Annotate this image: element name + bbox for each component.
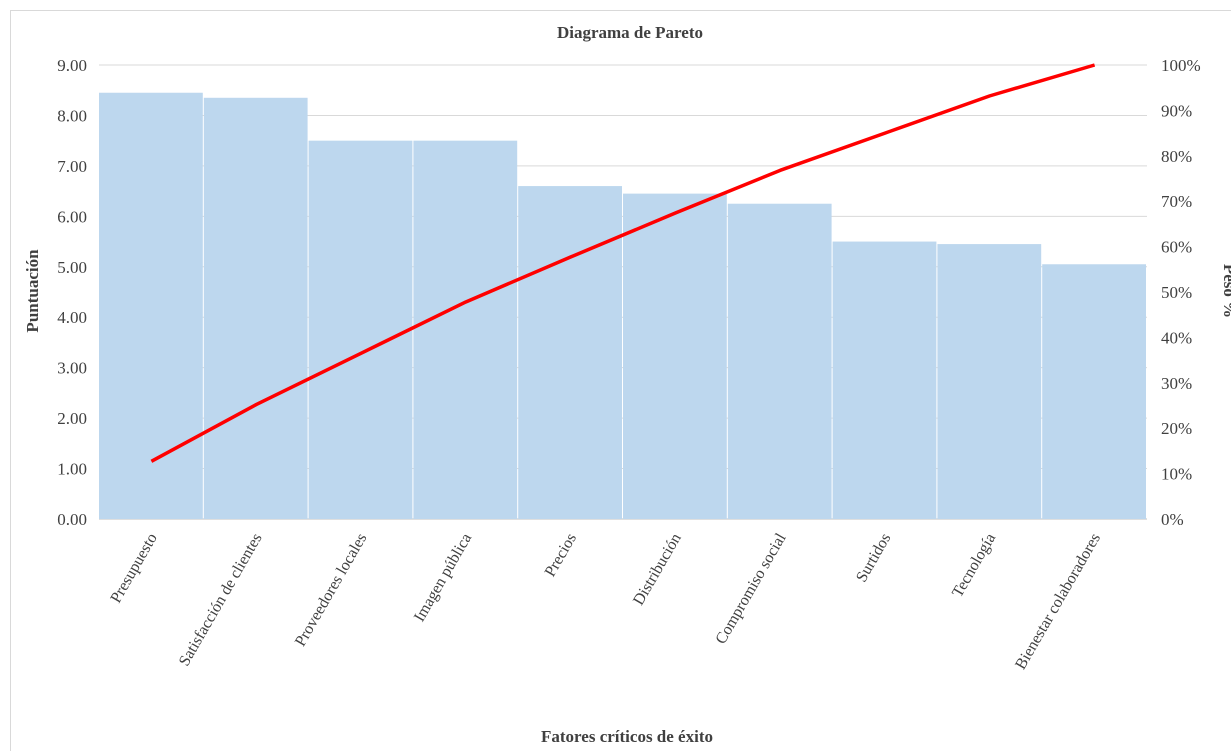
x-tick-label: Presupuesto <box>107 531 160 606</box>
cumulative-line <box>150 63 1096 463</box>
cumulative-line-path <box>150 63 1096 463</box>
x-axis-label: Fatores críticos de éxito <box>541 727 713 746</box>
chart-title: Diagrama de Pareto <box>557 23 703 42</box>
y2-tick-label: 30% <box>1161 374 1192 393</box>
bar <box>623 193 727 519</box>
bar <box>413 140 518 519</box>
y-tick-label: 8.00 <box>57 106 87 125</box>
y2-tick-label: 0% <box>1161 510 1184 529</box>
y2-tick-label: 40% <box>1161 328 1192 347</box>
y2-tick-label: 80% <box>1161 147 1192 166</box>
y-tick-label: 3.00 <box>57 359 87 378</box>
y-tick-label: 0.00 <box>57 510 87 529</box>
y2-tick-label: 50% <box>1161 283 1192 302</box>
bar <box>1042 264 1146 519</box>
y2-tick-label: 20% <box>1161 419 1192 438</box>
bar <box>727 203 832 519</box>
y-axis-label: Puntuación <box>23 249 42 333</box>
y-axis-ticks: 0.00 1.00 2.00 3.00 4.00 5.00 6.00 7.00 8.00 9.00 <box>57 56 87 529</box>
y-tick-label: 1.00 <box>57 460 87 479</box>
y-tick-label: 6.00 <box>57 207 87 226</box>
x-tick-label: Satisfacción de clientes <box>176 531 266 670</box>
bar <box>308 140 413 519</box>
y-tick-label: 7.00 <box>57 157 87 176</box>
x-tick-label: Precios <box>542 531 580 580</box>
y2-tick-label: 10% <box>1161 465 1192 484</box>
bar <box>518 186 622 520</box>
y2-tick-label: 60% <box>1161 238 1192 257</box>
x-tick-label: Imagen pública <box>411 531 475 625</box>
y-tick-label: 2.00 <box>57 409 87 428</box>
y2-tick-label: 100% <box>1161 56 1201 75</box>
x-tick-label: Bienestar colaboradores <box>1012 531 1104 673</box>
x-axis-ticks: Presupuesto Satisfacción de clientes Prove… <box>107 530 1104 672</box>
bar <box>99 92 203 519</box>
y-tick-label: 5.00 <box>57 258 87 277</box>
x-tick-label: Distribución <box>630 531 685 609</box>
bar <box>832 241 937 520</box>
y2-axis-label: Peso % <box>1220 264 1231 318</box>
y2-axis-ticks: 0% 10% 20% 30% 40% 50% 60% 70% 80% 90% 100% <box>1161 56 1201 529</box>
x-tick-label: Tecnología <box>949 531 999 601</box>
bar <box>203 97 308 520</box>
bars <box>99 92 1146 520</box>
x-tick-label: Compromiso social <box>712 530 789 647</box>
bar <box>937 244 1042 520</box>
y-tick-label: 9.00 <box>57 56 87 75</box>
x-tick-label: Proveedores locales <box>292 531 370 650</box>
x-tick-label: Surtidos <box>853 531 894 586</box>
y2-tick-label: 70% <box>1161 192 1192 211</box>
y-tick-label: 4.00 <box>57 308 87 327</box>
y2-tick-label: 90% <box>1161 101 1192 120</box>
